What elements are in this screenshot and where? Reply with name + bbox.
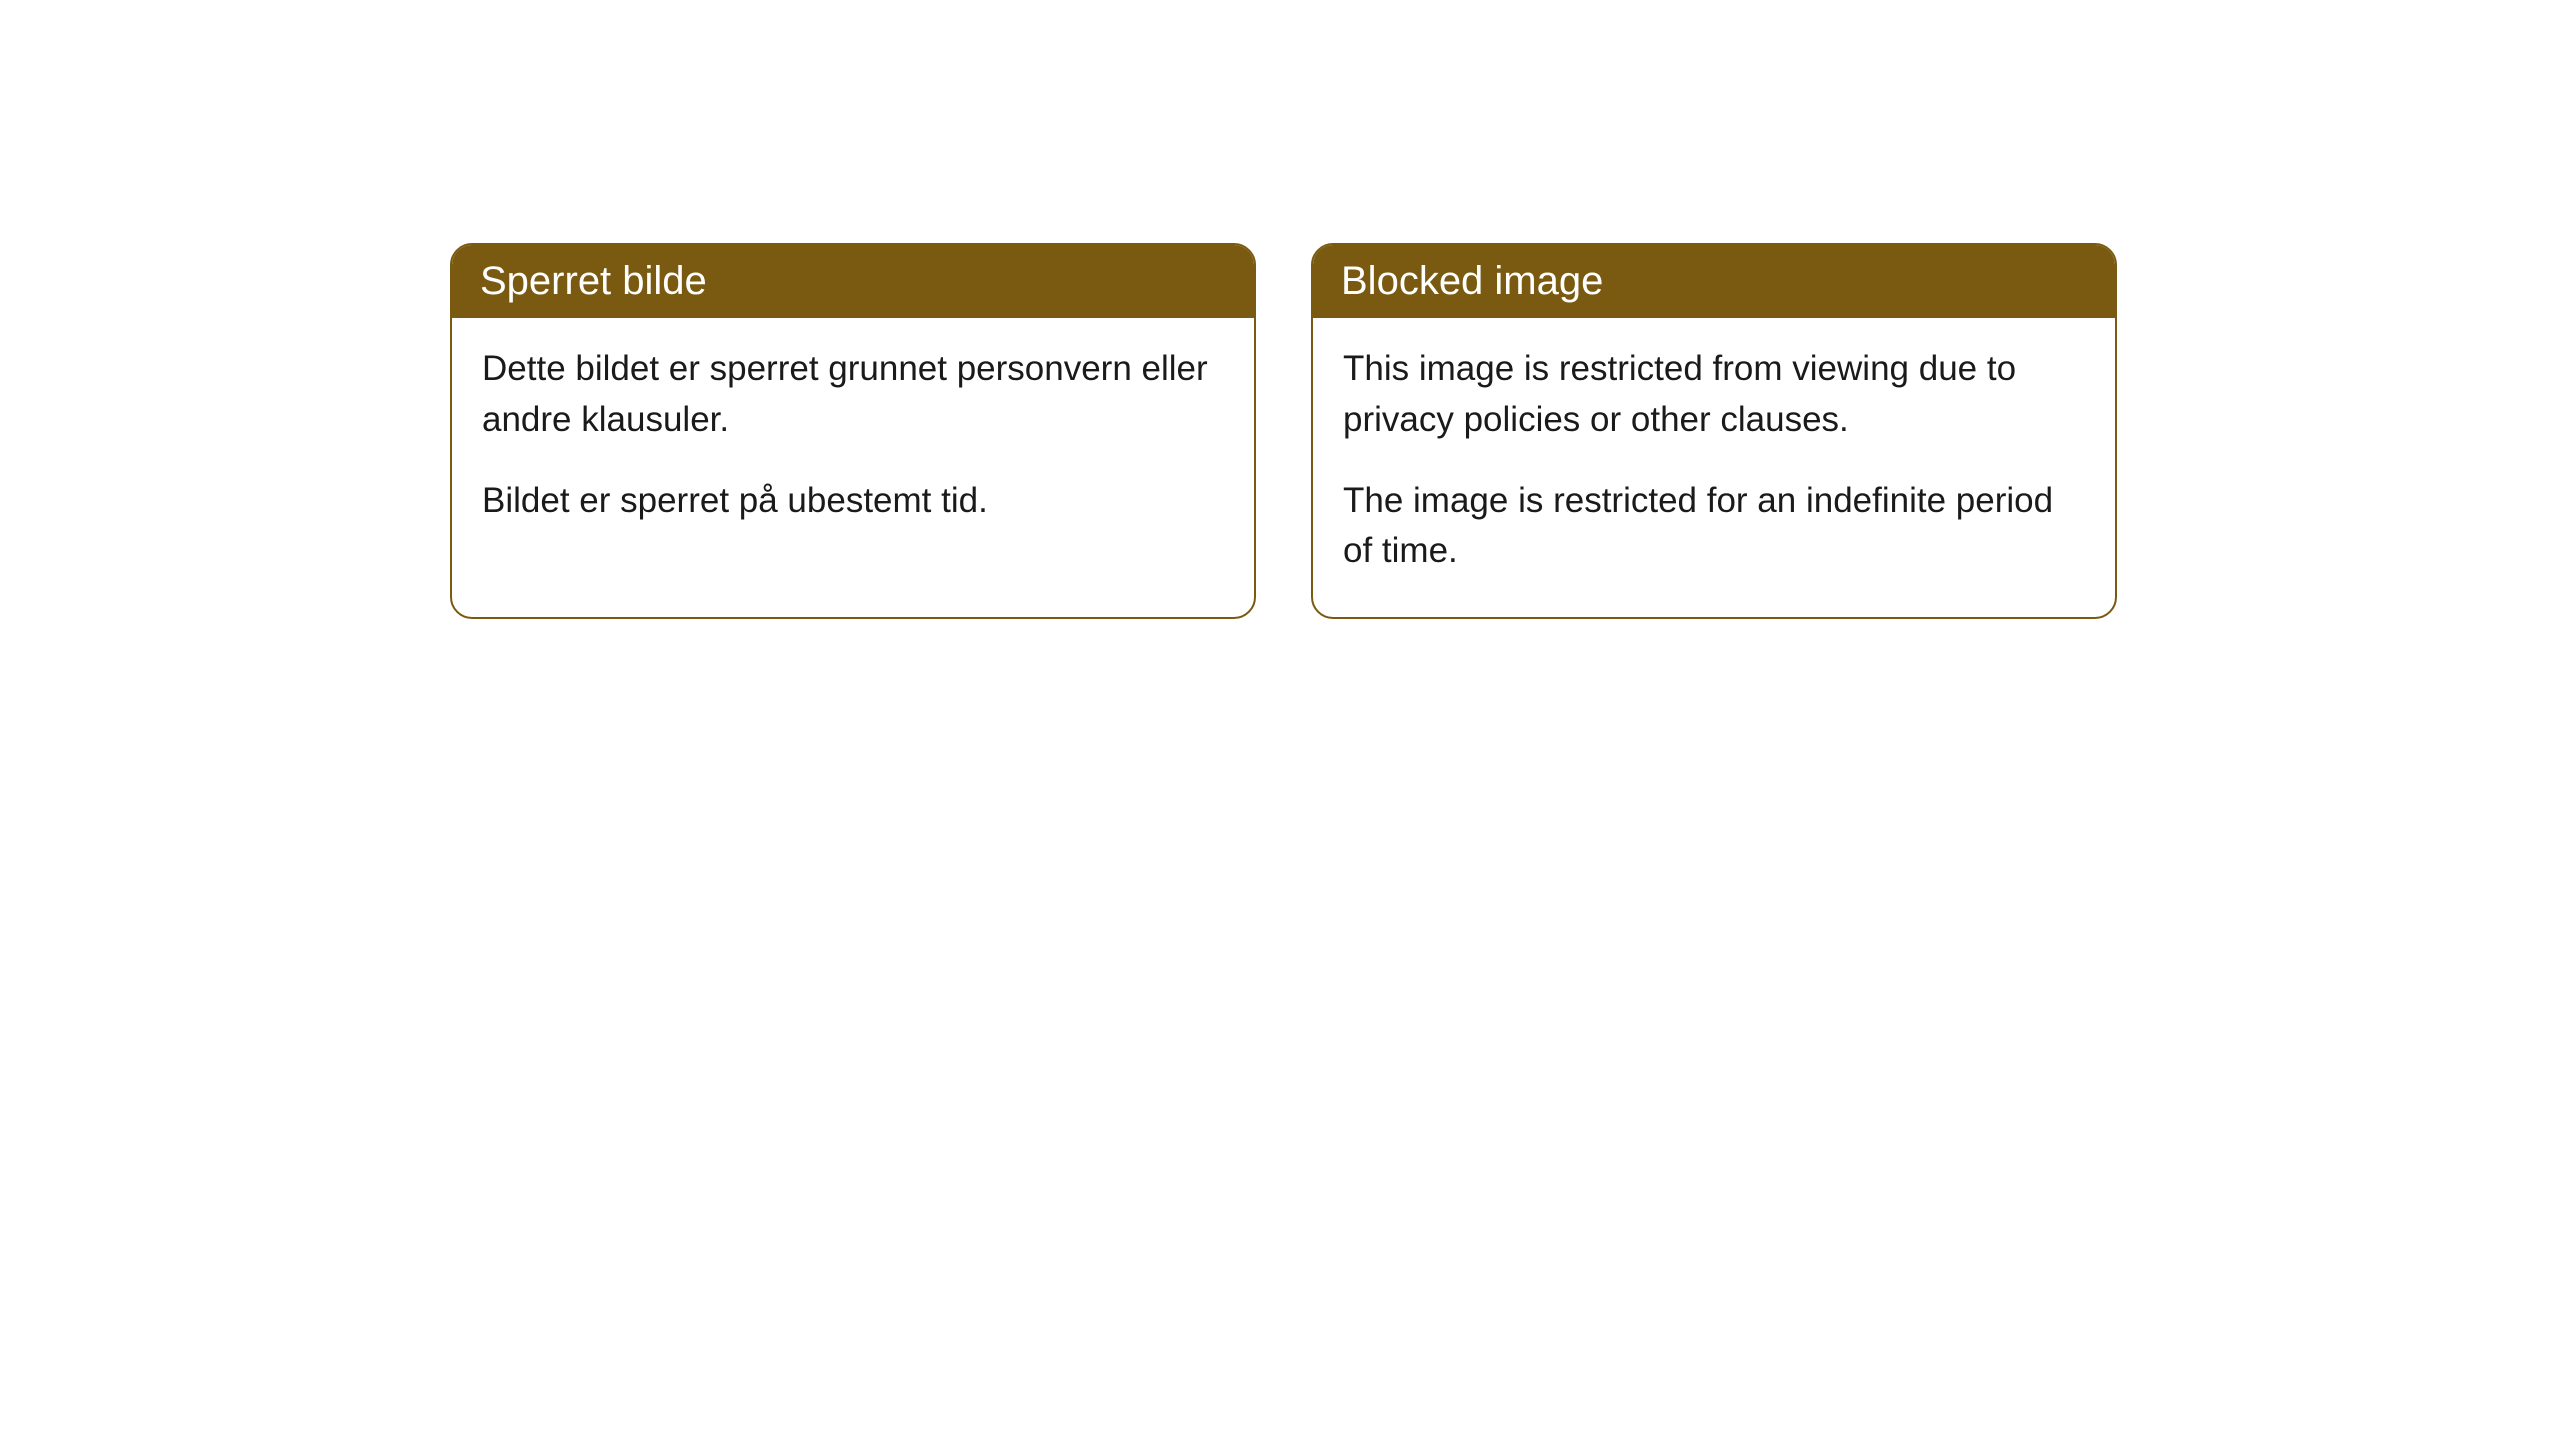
- card-paragraph2-english: The image is restricted for an indefinit…: [1343, 476, 2085, 578]
- card-title-english: Blocked image: [1341, 259, 1603, 303]
- card-body-norwegian: Dette bildet er sperret grunnet personve…: [452, 318, 1254, 566]
- card-header-english: Blocked image: [1313, 245, 2115, 318]
- cards-container: Sperret bilde Dette bildet er sperret gr…: [450, 243, 2117, 619]
- card-header-norwegian: Sperret bilde: [452, 245, 1254, 318]
- card-paragraph1-english: This image is restricted from viewing du…: [1343, 344, 2085, 446]
- card-paragraph1-norwegian: Dette bildet er sperret grunnet personve…: [482, 344, 1224, 446]
- card-body-english: This image is restricted from viewing du…: [1313, 318, 2115, 617]
- card-paragraph2-norwegian: Bildet er sperret på ubestemt tid.: [482, 476, 1224, 527]
- card-english: Blocked image This image is restricted f…: [1311, 243, 2117, 619]
- card-title-norwegian: Sperret bilde: [480, 259, 707, 303]
- card-norwegian: Sperret bilde Dette bildet er sperret gr…: [450, 243, 1256, 619]
